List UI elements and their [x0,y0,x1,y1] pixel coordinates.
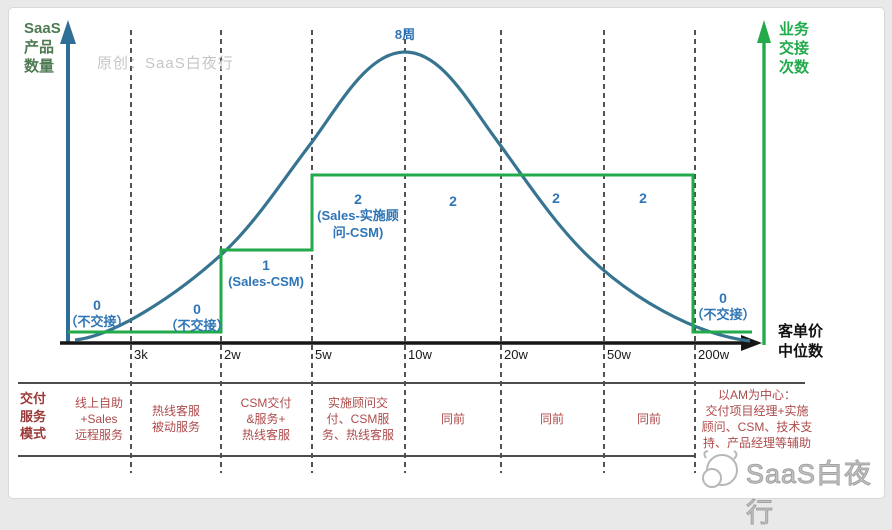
watermark-text: 原创：SaaS白夜行 [97,55,234,72]
peak-duration-label: 8周 [394,27,416,42]
table-cell-3: 实施顾问交 付、CSM服 务、热线客服 [321,395,394,443]
step-label-6: 2 [639,190,647,206]
table-cell-7: 以AM为中心： 交付项目经理+实施 顾问、CSM、技术支 持、产品经理等辅助 [701,387,813,451]
x-tick-50w: 50w [607,347,631,362]
table-cell-1: 热线客服 被动服务 [151,403,200,434]
left-axis-label: SaaS 产品 数量 [24,20,61,75]
chart-card [8,7,885,499]
right-axis-label: 业务 交接 次数 [779,21,810,76]
table-row-header: 交付 服务 模式 [20,391,47,442]
step-label-7: 0 （不交接） [690,290,756,323]
step-label-4: 2 [449,193,457,209]
table-cell-5: 同前 [539,411,564,426]
saas-logo-icon [702,450,738,488]
right-axis-arrow [757,20,771,345]
x-tick-20w: 20w [504,347,528,362]
handover-step-line [68,173,752,334]
left-axis-arrow [60,20,76,343]
x-tick-10w: 10w [408,347,432,362]
table-borders [18,382,805,457]
saas-logo-text: SaaS白夜行 [746,459,873,529]
x-tick-3k: 3k [134,347,148,362]
step-label-1: 0 （不交接） [164,301,230,334]
table-cell-4: 同前 [440,411,465,426]
x-axis-label: 客单价 中位数 [778,323,824,360]
table-cell-0: 线上自助 +Sales 远程服务 [74,395,123,443]
chart-canvas [18,20,805,488]
table-cell-2: CSM交付 &服务+ 热线客服 [240,395,292,443]
table-cell-6: 同前 [636,411,661,426]
x-tick-200w: 200w [698,347,730,362]
step-label-0: 0 （不交接） [64,297,130,330]
x-tick-2w: 2w [224,347,241,362]
step-label-2: 1 (Sales-CSM) [228,257,304,290]
step-label-5: 2 [552,190,560,206]
bell-curve [74,50,751,343]
dashed-gridlines [130,30,696,473]
x-tick-5w: 5w [315,347,332,362]
step-label-3: 2 (Sales-实施顾 问-CSM) [317,191,399,241]
